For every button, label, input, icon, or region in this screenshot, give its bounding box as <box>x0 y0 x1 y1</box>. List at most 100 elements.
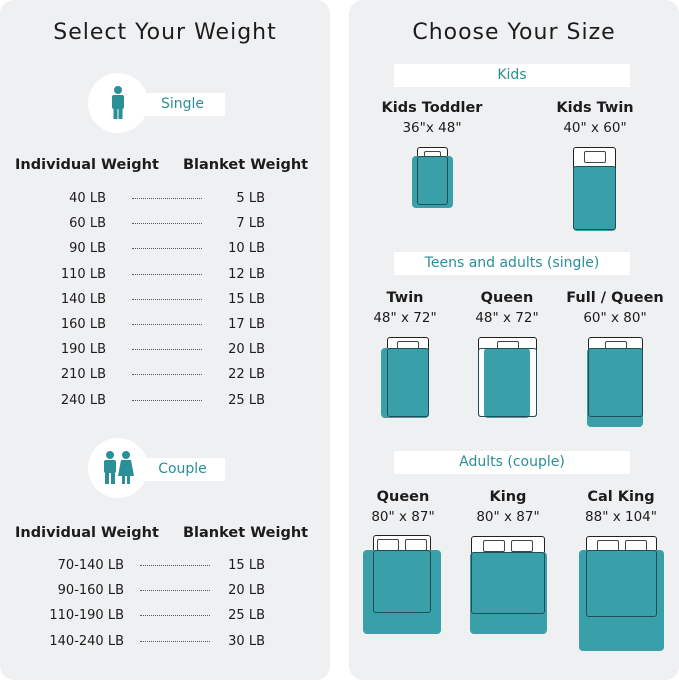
weight-row: 70-140 LB 15 LB <box>0 553 330 578</box>
blanket-weight: 12 LB <box>228 266 265 282</box>
weight-title: Select Your Weight <box>53 20 277 45</box>
dotted-leader <box>132 298 202 300</box>
section-kids: Kids <box>394 64 630 87</box>
blanket-weight: 25 LB <box>228 608 265 624</box>
couple-label: Couple <box>140 458 225 481</box>
blanket-shape <box>573 166 616 231</box>
weight-row: 90 LB 10 LB <box>0 236 330 261</box>
weight-row: 40 LB 5 LB <box>0 186 330 211</box>
couple-col2-header: Blanket Weight <box>183 525 309 541</box>
weight-row: 160 LB 17 LB <box>0 312 330 337</box>
individual-weight: 90 LB <box>69 241 106 257</box>
bed-dimensions: 88" x 104" <box>585 509 657 525</box>
bed-dimensions: 48" x 72" <box>475 310 539 326</box>
bed-name: Kids Toddler <box>381 100 483 116</box>
dotted-leader <box>132 223 202 225</box>
bed-dimensions: 60" x 80" <box>583 310 647 326</box>
weight-row: 210 LB 22 LB <box>0 362 330 387</box>
individual-weight: 190 LB <box>60 342 106 358</box>
blanket-shape <box>484 348 530 418</box>
bed-outline <box>478 348 537 417</box>
dotted-leader <box>132 248 202 250</box>
blanket-weight: 10 LB <box>228 241 265 257</box>
blanket-shape <box>470 552 547 634</box>
dotted-leader <box>140 565 210 566</box>
blanket-weight: 20 LB <box>228 342 265 358</box>
dotted-leader <box>132 198 202 199</box>
individual-weight: 40 LB <box>69 191 106 206</box>
blanket-shape <box>579 550 664 651</box>
bed-name: Full / Queen <box>566 290 664 306</box>
bed-outline <box>373 550 431 613</box>
section-adults-couple: Adults (couple) <box>394 451 630 474</box>
blanket-shape <box>363 550 441 634</box>
individual-weight: 160 LB <box>60 317 106 332</box>
dotted-leader <box>132 273 202 275</box>
dotted-leader <box>140 640 210 642</box>
blanket-weight: 20 LB <box>228 583 265 599</box>
single-label: Single <box>140 93 225 116</box>
dotted-leader <box>140 590 210 592</box>
blanket-weight: 7 LB <box>236 216 265 232</box>
blanket-weight: 15 LB <box>228 291 265 307</box>
bed-outline <box>471 552 545 614</box>
single-col1-header: Individual Weight <box>15 157 159 173</box>
section-teens-adults: Teens and adults (single) <box>394 252 630 275</box>
bed-name: Cal King <box>587 489 655 505</box>
weight-row: 60 LB 7 LB <box>0 211 330 236</box>
pillow-icon <box>483 540 505 552</box>
individual-weight: 70-140 LB <box>57 558 124 573</box>
blanket-weight: 15 LB <box>228 558 265 573</box>
bed-outline <box>586 550 657 617</box>
bed-name: Queen <box>376 489 430 505</box>
individual-weight: 240 LB <box>60 392 106 408</box>
dotted-leader <box>132 349 202 351</box>
bed-name: Twin <box>386 290 424 306</box>
weight-row: 110-190 LB 25 LB <box>0 603 330 628</box>
blanket-weight: 30 LB <box>228 633 265 649</box>
blanket-weight: 5 LB <box>236 191 265 206</box>
couple-col1-header: Individual Weight <box>15 525 159 541</box>
bed-dimensions: 80" x 87" <box>476 509 540 525</box>
blanket-shape <box>412 156 453 208</box>
dotted-leader <box>132 324 202 325</box>
individual-weight: 110-190 LB <box>49 608 124 624</box>
blanket-weight: 17 LB <box>228 317 265 332</box>
pillow-icon <box>583 151 606 163</box>
weight-row: 140 LB 15 LB <box>0 287 330 312</box>
single-col2-header: Blanket Weight <box>183 157 309 173</box>
bed-name: Kids Twin <box>556 100 634 116</box>
pillow-icon <box>511 540 533 552</box>
weight-row: 140-240 LB 30 LB <box>0 629 330 654</box>
bed-outline <box>573 166 616 230</box>
weight-row: 190 LB 20 LB <box>0 337 330 362</box>
weight-row: 240 LB 25 LB <box>0 388 330 413</box>
dotted-leader <box>132 399 202 401</box>
dotted-leader <box>132 374 202 376</box>
person-icon <box>88 73 148 133</box>
weight-row: 110 LB 12 LB <box>0 262 330 287</box>
blanket-shape <box>381 348 429 418</box>
couple-icon <box>88 438 148 498</box>
individual-weight: 140 LB <box>60 291 106 307</box>
weight-row: 90-160 LB 20 LB <box>0 578 330 603</box>
bed-dimensions: 80" x 87" <box>371 509 435 525</box>
blanket-shape <box>587 348 643 427</box>
bed-outline <box>387 348 429 417</box>
individual-weight: 110 LB <box>60 266 106 282</box>
dotted-leader <box>140 615 210 617</box>
bed-dimensions: 48" x 72" <box>373 310 437 326</box>
weight-panel: Select Your Weight Single Individual Wei… <box>0 0 330 680</box>
bed-dimensions: 40" x 60" <box>563 120 627 136</box>
size-title: Choose Your Size <box>412 20 616 45</box>
bed-name: King <box>489 489 527 505</box>
blanket-weight: 25 LB <box>228 392 265 408</box>
bed-outline <box>417 156 448 205</box>
bed-outline <box>588 348 643 417</box>
individual-weight: 210 LB <box>60 367 106 383</box>
bed-dimensions: 36"x 48" <box>402 120 462 136</box>
individual-weight: 140-240 LB <box>49 633 124 649</box>
bed-name: Queen <box>480 290 534 306</box>
individual-weight: 60 LB <box>69 216 106 232</box>
blanket-weight: 22 LB <box>228 367 265 383</box>
